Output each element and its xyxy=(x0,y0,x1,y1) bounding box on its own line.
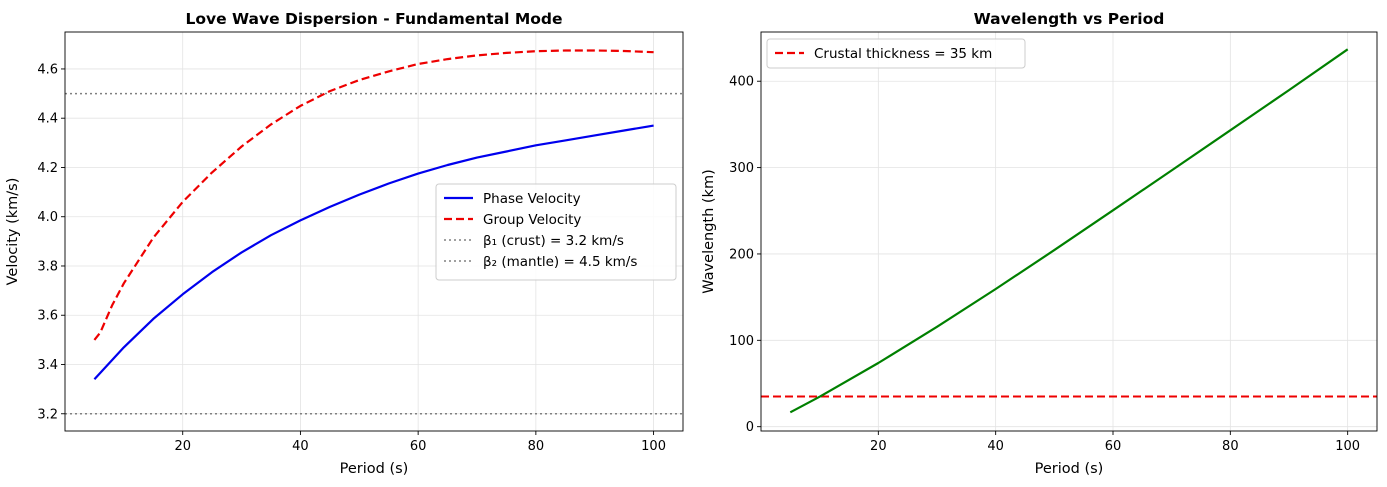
legend: Phase Velocity Group Velocity β₁ (crust) =… xyxy=(435,183,677,281)
legend: Crustal thickness = 35 km xyxy=(766,38,1026,69)
y-tick-label-3: 300 xyxy=(729,161,754,176)
y-axis-label: Wavelength (km) xyxy=(701,169,717,293)
y-tick-label-0: 3.2 xyxy=(37,407,58,422)
x-tick-label-3: 80 xyxy=(1222,439,1239,454)
y-tick-label-1: 100 xyxy=(729,334,754,349)
legend-label-0: Crustal thickness = 35 km xyxy=(814,46,992,62)
x-tick-label-1: 40 xyxy=(987,439,1004,454)
x-tick-label-0: 20 xyxy=(174,439,191,454)
y-tick-label-2: 200 xyxy=(729,247,754,262)
y-tick-label-4: 4.0 xyxy=(37,210,58,225)
plot-area xyxy=(761,48,1377,414)
chart-title: Wavelength vs Period xyxy=(974,10,1165,28)
x-tick-label-4: 100 xyxy=(1335,439,1360,454)
legend-box xyxy=(435,183,677,281)
legend-label-3: β₂ (mantle) = 4.5 km/s xyxy=(483,254,637,270)
legend-label-2: β₁ (crust) = 3.2 km/s xyxy=(483,233,624,249)
x-tick-label-2: 60 xyxy=(1105,439,1122,454)
legend-label-0: Phase Velocity xyxy=(483,191,581,207)
y-tick-label-1: 3.4 xyxy=(37,358,58,373)
y-tick-label-2: 3.6 xyxy=(37,309,58,324)
x-axis-label: Period (s) xyxy=(1035,461,1104,477)
x-tick-label-2: 60 xyxy=(410,439,427,454)
x-axis-label: Period (s) xyxy=(340,461,409,477)
y-tick-label-6: 4.4 xyxy=(37,112,58,127)
chart-title: Love Wave Dispersion - Fundamental Mode xyxy=(185,10,562,28)
x-tick-label-1: 40 xyxy=(292,439,309,454)
wavelength-chart: 20 40 60 80 100 0 100 200 300 400 Wavelength vs Pe… xyxy=(701,10,1378,477)
y-tick-label-7: 4.6 xyxy=(37,62,58,77)
y-tick-label-0: 0 xyxy=(746,420,754,435)
y-tick-label-4: 400 xyxy=(729,75,754,90)
series-line-0 xyxy=(789,48,1349,414)
velocity-chart: 20 40 60 80 100 3.2 3.4 3.6 3.8 4.0 4.2 4.4 4.6 Love … xyxy=(5,10,684,477)
series-line-0 xyxy=(93,124,654,381)
series-line-1 xyxy=(93,49,654,341)
x-tick-label-4: 100 xyxy=(641,439,666,454)
x-tick-label-0: 20 xyxy=(870,439,887,454)
plot-area xyxy=(65,49,683,415)
plot-frame xyxy=(64,31,684,432)
legend-label-1: Group Velocity xyxy=(483,212,581,228)
legend-box xyxy=(766,38,1026,69)
x-tick-label-3: 80 xyxy=(528,439,545,454)
plot-frame xyxy=(760,31,1378,432)
y-axis-label: Velocity (km/s) xyxy=(5,178,21,286)
y-tick-label-5: 4.2 xyxy=(37,161,58,176)
y-tick-label-3: 3.8 xyxy=(37,259,58,274)
